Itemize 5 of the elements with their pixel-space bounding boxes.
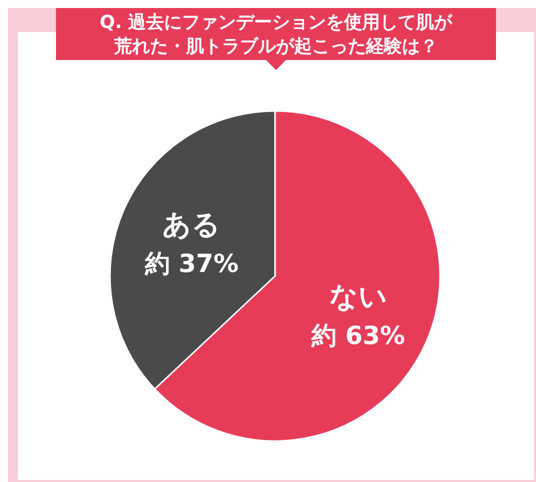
data-label: 約 37% [144, 248, 238, 278]
slice-label: ない [329, 280, 388, 314]
data-label: 約 63% [310, 321, 406, 350]
chart-title: Q. 過去にファンデーションを使用して肌が荒れた・肌トラブルが起こった経験は？ [100, 12, 454, 57]
slice-label: ある [162, 208, 221, 241]
